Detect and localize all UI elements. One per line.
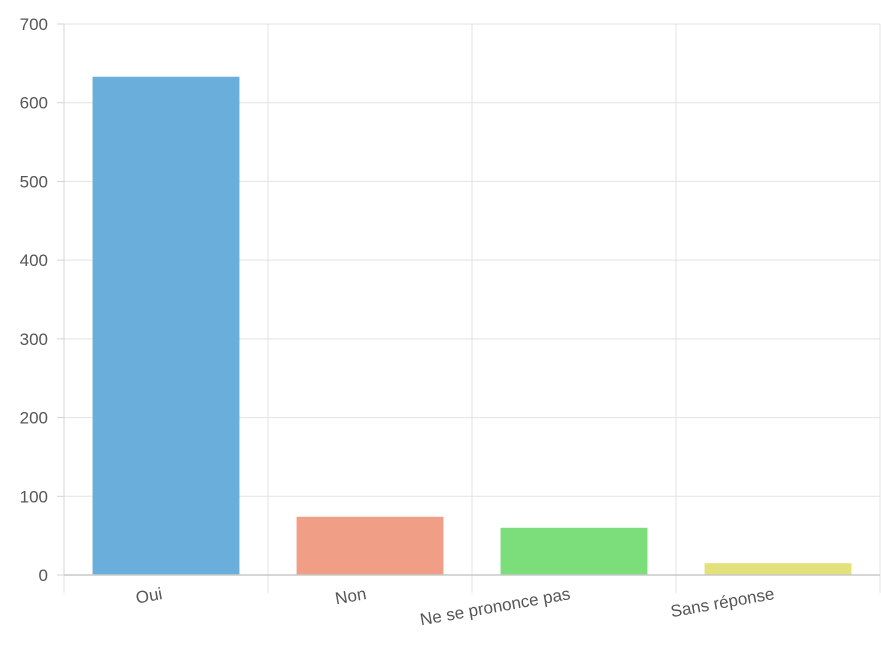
x-tick-label: Non (334, 584, 368, 608)
y-tick-label: 0 (39, 566, 48, 585)
y-tick-labels: 0 100 200 300 400 500 600 700 (20, 15, 48, 585)
bar-non[interactable] (296, 516, 444, 575)
x-tick-labels: Oui Non Ne se prononce pas Sans réponse (134, 584, 775, 629)
y-tick-label: 400 (20, 251, 48, 270)
axes (57, 23, 881, 593)
y-tick-label: 600 (20, 94, 48, 113)
y-tick-label: 100 (20, 487, 48, 506)
bar-ne-se-prononce-pas[interactable] (500, 527, 648, 575)
x-tick-label: Ne se prononce pas (419, 584, 572, 629)
y-tick-label: 300 (20, 330, 48, 349)
bars (92, 76, 852, 575)
bar-oui[interactable] (92, 76, 240, 575)
y-tick-label: 500 (20, 172, 48, 191)
y-tick-label: 200 (20, 409, 48, 428)
x-tick-label: Sans réponse (669, 584, 776, 621)
y-tick-label: 700 (20, 15, 48, 34)
x-tick-label: Oui (134, 584, 163, 607)
bar-sans-r-ponse[interactable] (704, 563, 852, 575)
